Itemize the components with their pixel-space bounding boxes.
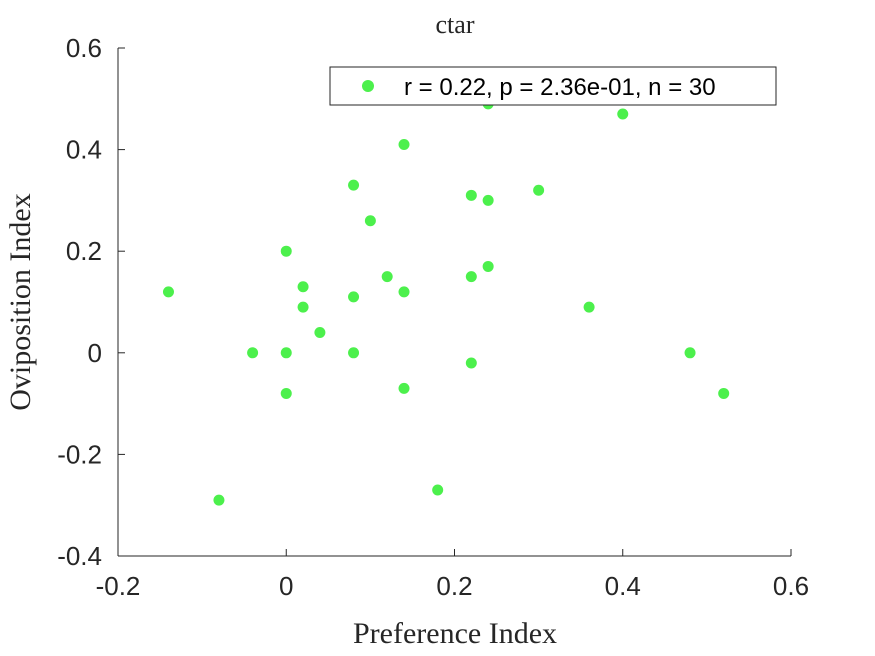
data-point	[348, 347, 360, 359]
data-point	[297, 281, 309, 293]
legend-entry-label: r = 0.22, p = 2.36e-01, n = 30	[404, 74, 716, 101]
data-point	[482, 260, 494, 272]
data-point	[280, 387, 292, 399]
data-point	[583, 301, 595, 313]
data-point	[432, 484, 444, 496]
data-point	[297, 301, 309, 313]
y-axis-ticks: -0.4 -0.2 0 0.2 0.4 0.6	[57, 33, 125, 571]
plot-area: -0.2 0 0.2 0.4 0.6 -0.4-0.200.20.40.6	[57, 33, 809, 601]
data-point	[348, 291, 360, 303]
data-point	[398, 139, 410, 151]
data-point	[465, 357, 477, 369]
data-point	[364, 215, 376, 227]
data-point	[280, 245, 292, 257]
data-point	[348, 179, 360, 191]
data-point	[684, 347, 696, 359]
y-tick-label: 0.2	[66, 236, 102, 266]
data-point	[482, 194, 494, 206]
x-axis-ticks: -0.2 0 0.2 0.4 0.6	[96, 549, 809, 601]
x-tick-label: 0	[279, 571, 293, 601]
x-tick-label: 0.2	[436, 571, 472, 601]
x-tick-label: -0.2	[96, 571, 141, 601]
x-tick-label: 0.6	[773, 571, 809, 601]
data-point	[617, 108, 629, 120]
y-tick-label: 0.4	[66, 135, 102, 165]
data-point	[398, 382, 410, 394]
data-point	[465, 271, 477, 283]
data-point	[398, 286, 410, 298]
data-points	[162, 98, 730, 506]
data-point	[381, 271, 393, 283]
data-point	[213, 494, 225, 506]
y-tick-label: 0.6	[66, 33, 102, 63]
data-point	[314, 326, 326, 338]
data-point	[533, 184, 545, 196]
y-tick-label: 0	[88, 338, 102, 368]
legend-marker	[362, 80, 374, 92]
x-tick-label: 0.4	[605, 571, 641, 601]
y-tick-label: -0.2	[57, 439, 102, 469]
data-point	[162, 286, 174, 298]
data-point	[718, 387, 730, 399]
chart-title: ctar	[436, 10, 475, 39]
data-point	[465, 189, 477, 201]
legend-box	[329, 66, 777, 106]
legend: r = 0.22, p = 2.36e-01, n = 30	[329, 66, 777, 106]
y-axis-label: Oviposition Index	[4, 193, 37, 411]
x-axis-label: Preference Index	[353, 617, 557, 650]
data-point	[247, 347, 259, 359]
y-tick-label: -0.4	[57, 541, 102, 571]
data-point	[280, 347, 292, 359]
